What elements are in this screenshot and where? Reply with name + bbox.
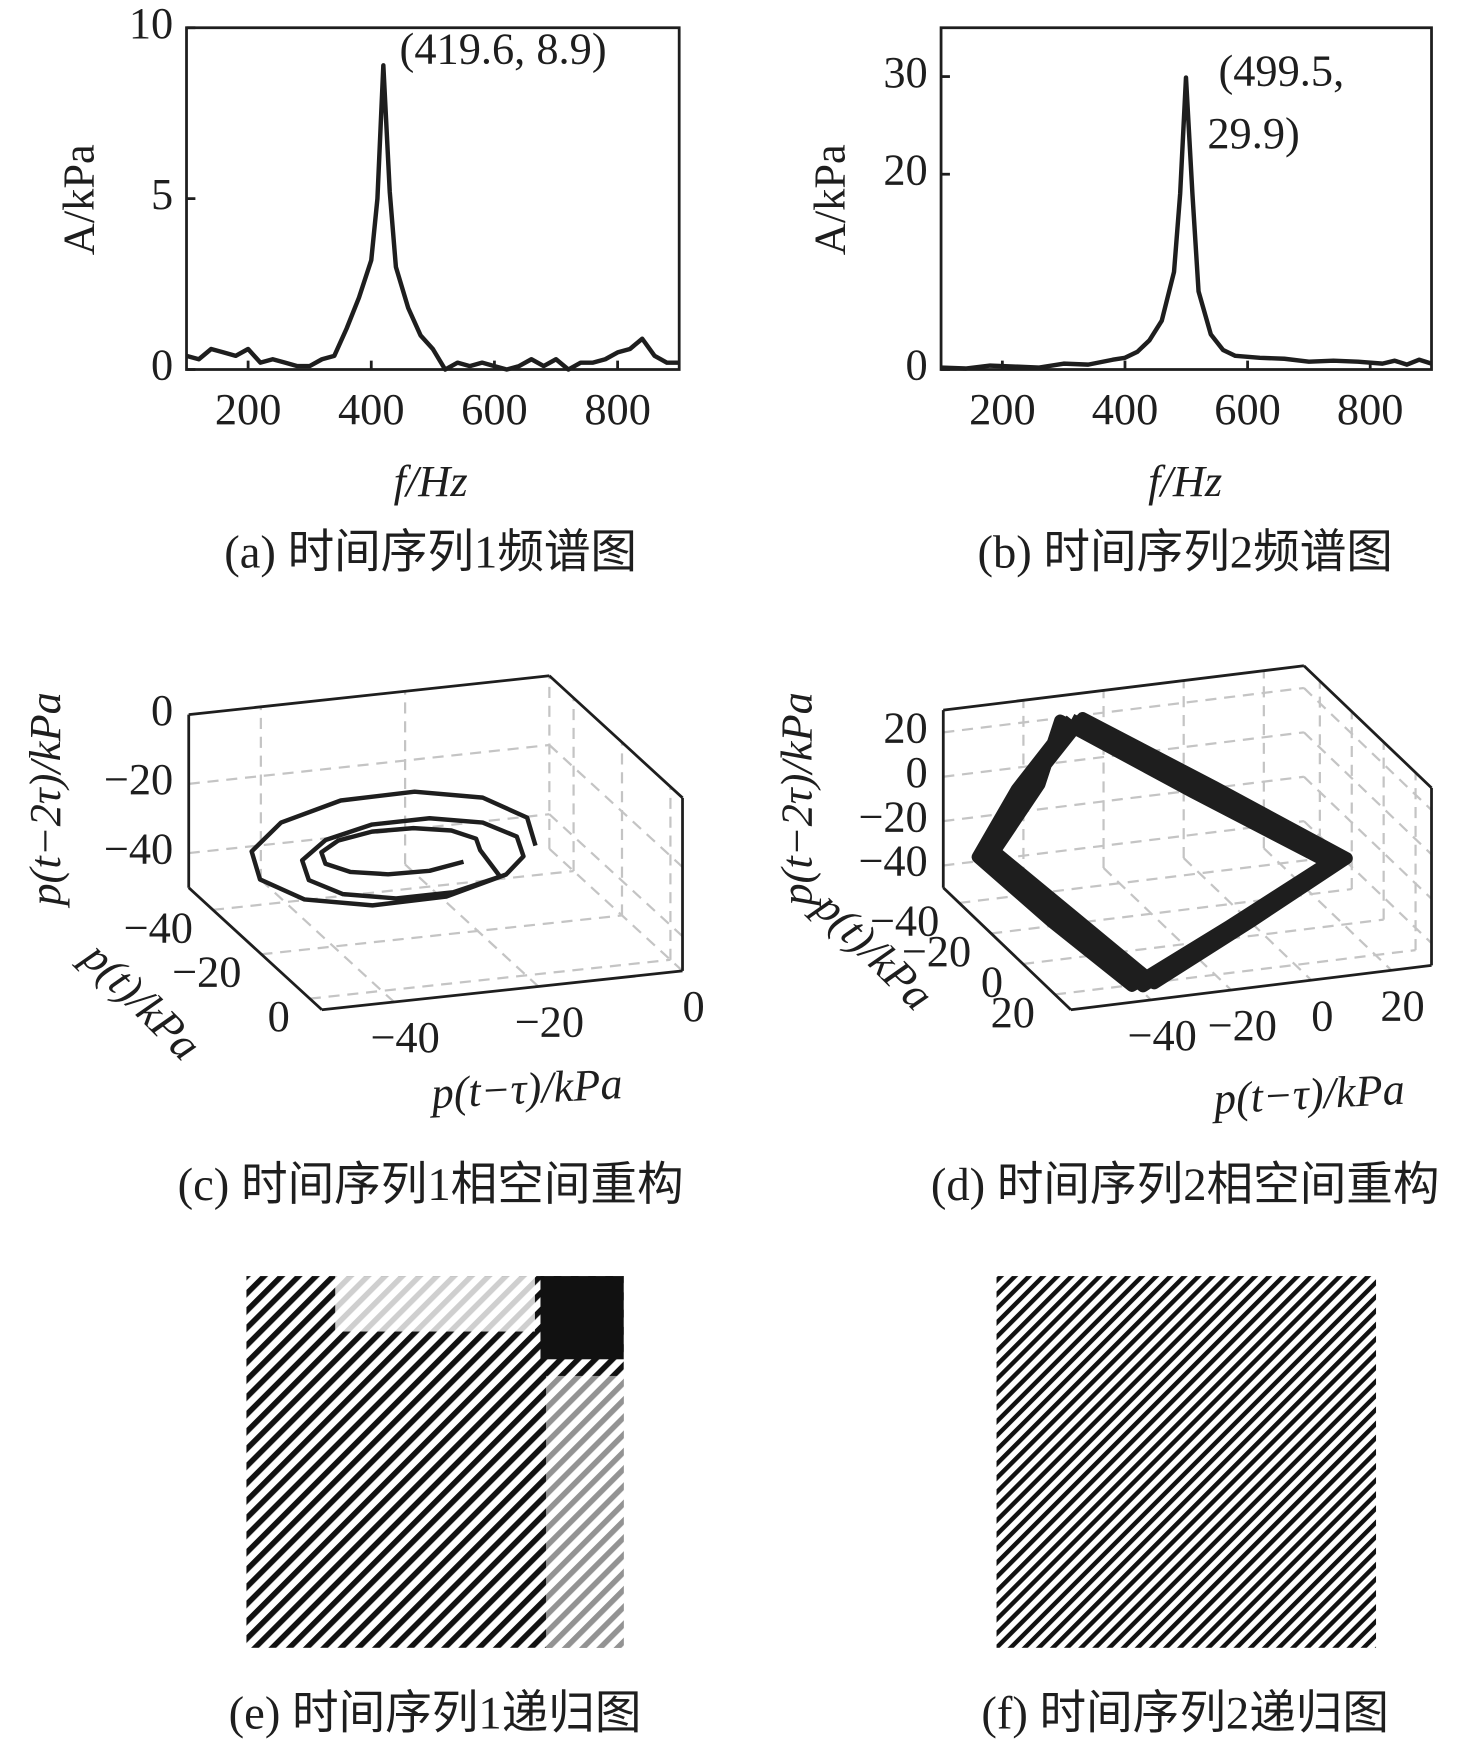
y-tick-label: −40 (124, 902, 193, 952)
caption: (d) 时间序列2相空间重构 (931, 1159, 1440, 1211)
y-tick-label: −20 (902, 926, 971, 976)
z-tick-label: 0 (906, 747, 928, 797)
x-tick-label: 600 (1214, 384, 1281, 434)
y-tick-label: 20 (883, 144, 927, 194)
trajectory (971, 712, 1353, 993)
grid-line (1303, 731, 1433, 856)
grid-line (548, 848, 684, 972)
box-edge (321, 969, 683, 1012)
peak-annotation: 29.9) (1207, 108, 1299, 158)
y-tick-label: 5 (151, 169, 173, 219)
spectrum-line (185, 63, 680, 372)
recurrence-blank (335, 1276, 535, 1332)
y-tick-label: 0 (268, 991, 290, 1041)
x-tick-label: 200 (215, 384, 282, 434)
caption: (b) 时间序列2频谱图 (977, 527, 1392, 579)
z-tick-label: −20 (858, 791, 927, 841)
plot-frame (939, 26, 1433, 371)
grid-line (1263, 847, 1393, 972)
grid-line (1182, 857, 1313, 981)
box-edge (188, 674, 550, 716)
grid-line (404, 863, 540, 988)
box-edge (548, 674, 684, 799)
y-tick-label: 0 (151, 340, 173, 390)
x-axis-label: p(t−τ)/kPa (1209, 1064, 1406, 1124)
x-tick-label: 200 (969, 384, 1036, 434)
x-tick-label: 20 (1380, 980, 1424, 1030)
z-tick-label: −20 (104, 754, 173, 804)
box-edge (187, 886, 323, 1011)
z-tick-label: −40 (104, 823, 173, 873)
box-edge (943, 664, 1305, 712)
x-tick-label: −40 (1127, 1010, 1196, 1060)
grid-line (309, 958, 671, 1000)
grid-line (188, 743, 550, 785)
x-tick-label: 800 (1337, 384, 1404, 434)
grid-line (1303, 775, 1433, 900)
grid-line (1054, 949, 1416, 996)
peak-annotation: (419.6, 8.9) (400, 23, 607, 73)
grid-line (1022, 918, 1384, 966)
z-tick-label: 0 (151, 685, 173, 735)
x-tick-label: 800 (584, 384, 651, 434)
z-tick-label: 20 (883, 703, 927, 753)
x-tick-label: −40 (370, 1012, 439, 1062)
grid-line (943, 686, 1305, 734)
z-axis-label: p(t−2τ)/kPa (20, 692, 70, 908)
y-tick-label: −40 (870, 895, 939, 945)
grid-line (261, 914, 623, 956)
trajectory (249, 789, 538, 908)
y-tick-label: 30 (883, 47, 927, 97)
z-axis-label: p(t−2τ)/kPa (771, 692, 821, 908)
recurrence-block (540, 1276, 624, 1360)
y-tick-label: −20 (172, 947, 241, 997)
x-tick-label: −20 (1208, 1000, 1277, 1050)
box-edge (942, 886, 1072, 1011)
y-tick-label: 0 (981, 956, 1003, 1006)
y-axis-label: A/kPa (805, 144, 855, 255)
x-axis-label: f/Hz (1148, 456, 1222, 506)
grid-line (212, 869, 574, 911)
grid-line (548, 813, 684, 938)
box-edge (1302, 664, 1433, 789)
caption: (f) 时间序列2递归图 (981, 1687, 1389, 1739)
caption: (e) 时间序列1递归图 (229, 1687, 642, 1739)
x-tick-label: 400 (338, 384, 405, 434)
y-tick-label: 10 (129, 0, 173, 48)
recurrence-blank (546, 1375, 624, 1648)
x-tick-label: 0 (683, 981, 705, 1031)
grid-line (188, 813, 550, 855)
plot-frame (185, 26, 681, 371)
x-tick-label: 400 (1092, 384, 1159, 434)
grid-line (548, 744, 684, 868)
x-tick-label: −20 (515, 997, 584, 1047)
x-axis-label: p(t−τ)/kPa (427, 1058, 624, 1118)
grid-line (943, 731, 1305, 778)
caption: (a) 时间序列1频谱图 (224, 527, 637, 579)
grid-line (1303, 687, 1433, 811)
grid-line (1102, 867, 1232, 991)
x-axis-label: f/Hz (394, 456, 468, 506)
recurrence-plot (996, 1276, 1377, 1648)
x-tick-label: 600 (461, 384, 528, 434)
caption: (c) 时间序列1相空间重构 (178, 1159, 684, 1211)
z-tick-label: −40 (858, 836, 927, 886)
spectrum-line (940, 75, 1433, 371)
y-tick-label: 0 (906, 340, 928, 390)
peak-annotation: (499.5, (1218, 46, 1344, 96)
box-edge (1070, 963, 1432, 1012)
y-axis-label: A/kPa (54, 144, 104, 255)
y-tick-label: 20 (991, 987, 1035, 1037)
x-tick-label: 0 (1311, 990, 1333, 1040)
